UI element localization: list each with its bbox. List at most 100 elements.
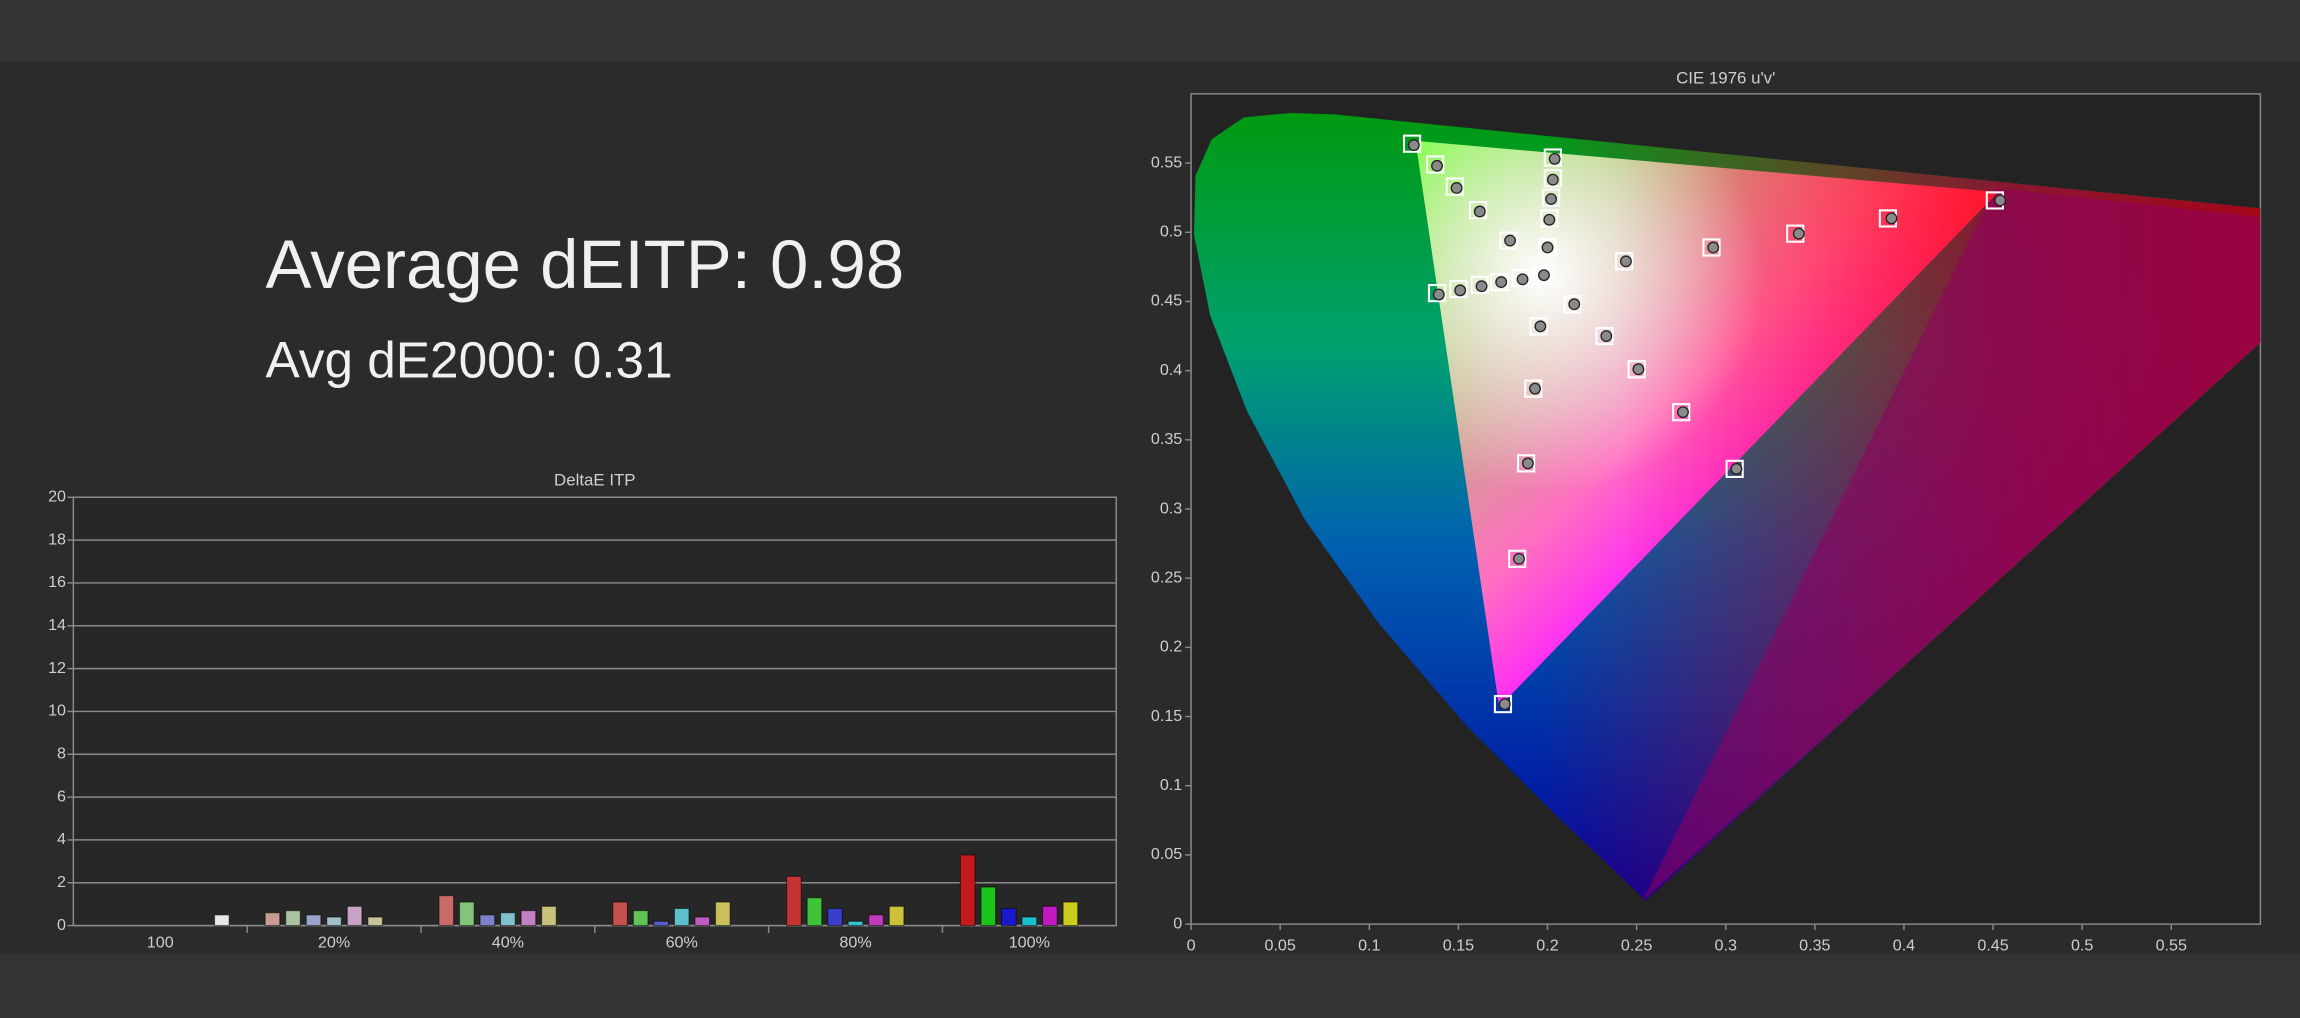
target-marker [1490,272,1509,292]
measured-marker [1619,255,1632,268]
avg-de2000: Avg dE2000: 0.31 [265,331,672,388]
bar [612,901,629,927]
target-marker [1470,275,1489,294]
x-tick-label: 0.35 [1799,936,1830,954]
target-marker [1615,252,1634,271]
target-marker [1563,295,1582,314]
measured-marker [1454,284,1467,297]
y-tick-label: 0.2 [1160,638,1182,656]
x-tick-label: 0.45 [1977,936,2008,954]
measured-marker [1516,273,1529,286]
measured-marker [1545,193,1558,205]
measured-marker [1495,276,1508,289]
bar [541,905,557,927]
target-marker [1529,317,1548,336]
target-marker [1524,379,1543,398]
bar [673,907,690,927]
target-marker [1427,284,1447,303]
target-marker [1725,459,1744,478]
x-tick-label: 0.55 [2156,936,2187,954]
y-tick-label: 14 [48,616,66,634]
measured-marker [1568,298,1581,311]
target-marker [1449,279,1468,299]
bar [285,910,301,927]
y-tick-label: 6 [57,787,66,805]
x-tick-label: 0.5 [2071,936,2093,954]
target-marker [1540,209,1559,228]
target-marker [1627,360,1646,379]
measured-marker [1994,194,2007,207]
bar [806,897,823,927]
bar [520,910,537,927]
x-tick-label: 0.2 [1536,936,1558,954]
x-tick-label: 100 [147,933,174,951]
bar [632,910,649,927]
bar [346,905,363,927]
x-tick-label: 20% [318,933,350,951]
measured-marker [1473,205,1486,218]
x-tick-label: 0 [1187,936,1196,954]
target-marker [1508,549,1527,568]
y-tick-label: 0.55 [1151,153,1182,171]
bar [499,912,516,927]
bar [868,914,884,927]
target-marker [1499,231,1518,250]
bar [694,916,711,927]
measured-marker [1707,241,1720,254]
y-tick-label: 0.05 [1151,845,1182,863]
bar [980,886,997,927]
measured-marker [1432,288,1445,301]
target-marker [1538,238,1557,257]
x-tick-label: 0.25 [1621,936,1652,954]
target-marker [1445,177,1464,196]
measured-marker [1450,182,1463,194]
y-tick-label: 16 [48,573,66,591]
bar [213,914,230,927]
target-marker [1493,695,1513,714]
measured-marker [1677,406,1689,419]
bar [959,854,976,927]
y-tick-label: 10 [48,702,66,720]
x-tick-label: 0.05 [1264,936,1295,954]
measured-marker [1541,241,1554,254]
bar [438,895,455,927]
bar [264,912,281,927]
average-deitp: Average dEITP: 0.98 [265,226,904,303]
target-marker [1595,326,1614,346]
x-tick-label: 0.15 [1443,936,1474,954]
chart-title: DeltaE ITP [554,471,636,490]
y-tick-label: 8 [57,745,66,763]
bar [1000,907,1017,927]
gamut-white [1415,140,1998,708]
y-tick-label: 0.1 [1160,776,1182,794]
bar [1062,901,1079,927]
target-marker [1543,148,1562,167]
y-tick-label: 0.15 [1151,707,1182,725]
x-tick-label: 60% [666,933,698,951]
bar [653,920,670,927]
bar [326,916,342,927]
measured-marker [1521,457,1534,470]
bar [479,914,496,927]
target-marker [1543,169,1562,188]
target-marker [1468,201,1488,220]
target-marker [1672,403,1691,422]
y-tick-label: 0.3 [1160,499,1182,517]
y-tick-label: 0.25 [1151,568,1182,586]
measured-marker [1730,462,1743,475]
measured-marker [1546,173,1559,186]
target-marker [1533,266,1552,285]
measured-marker [1885,212,1898,225]
measured-marker [1529,382,1541,395]
y-tick-label: 0.5 [1160,223,1182,241]
y-tick-label: 12 [48,659,66,677]
bar [888,905,905,927]
measured-marker [1431,159,1443,172]
y-tick-label: 2 [57,873,66,891]
measured-marker [1513,552,1525,565]
bar [786,875,802,927]
y-tick-label: 4 [57,830,66,848]
measured-marker [1407,139,1420,152]
